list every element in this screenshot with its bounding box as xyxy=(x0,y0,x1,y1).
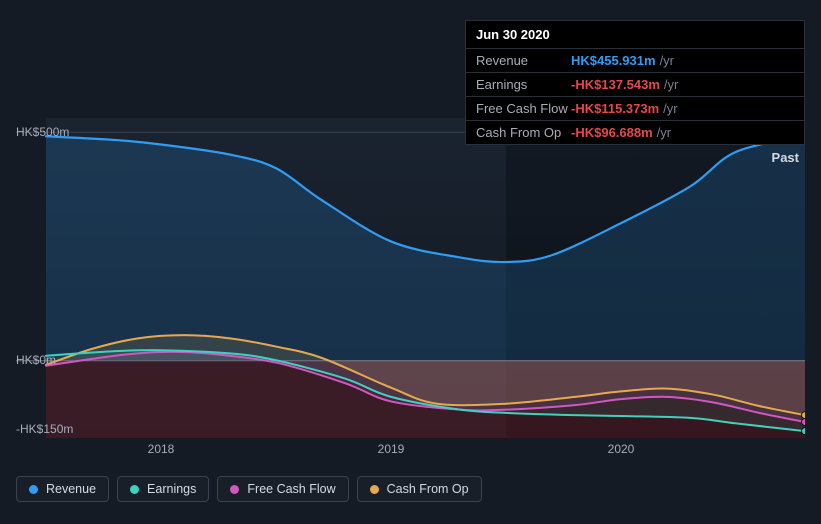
tooltip-value: -HK$96.688m xyxy=(571,125,653,140)
legend-label: Earnings xyxy=(147,482,196,496)
legend-item-revenue[interactable]: Revenue xyxy=(16,476,109,502)
legend: Revenue Earnings Free Cash Flow Cash Fro… xyxy=(16,476,805,502)
y-tick-label: -HK$150m xyxy=(16,422,73,436)
tooltip-row-revenue: Revenue HK$455.931m /yr xyxy=(466,49,804,73)
legend-item-fcf[interactable]: Free Cash Flow xyxy=(217,476,348,502)
x-tick-label: 2020 xyxy=(608,442,635,456)
chart-svg xyxy=(16,118,805,438)
x-tick-label: 2019 xyxy=(378,442,405,456)
tooltip-row-cfo: Cash From Op -HK$96.688m /yr xyxy=(466,121,804,144)
tooltip-unit: /yr xyxy=(664,77,678,92)
x-tick-label: 2018 xyxy=(148,442,175,456)
legend-label: Free Cash Flow xyxy=(247,482,335,496)
tooltip-row-fcf: Free Cash Flow -HK$115.373m /yr xyxy=(466,97,804,121)
y-tick-label: HK$500m xyxy=(16,125,69,139)
legend-label: Revenue xyxy=(46,482,96,496)
tooltip-row-earnings: Earnings -HK$137.543m /yr xyxy=(466,73,804,97)
tooltip-label: Earnings xyxy=(476,77,571,92)
legend-label: Cash From Op xyxy=(387,482,469,496)
plot-area[interactable]: HK$500m HK$0m -HK$150m Past xyxy=(16,118,805,438)
past-label: Past xyxy=(772,150,799,165)
tooltip-box: Jun 30 2020 Revenue HK$455.931m /yr Earn… xyxy=(465,20,805,145)
legend-dot xyxy=(130,485,139,494)
chart-container: HK$500m HK$0m -HK$150m Past 2018 2019 2020 R… xyxy=(16,118,805,502)
legend-dot xyxy=(230,485,239,494)
tooltip-unit: /yr xyxy=(660,53,674,68)
tooltip-value: HK$455.931m xyxy=(571,53,656,68)
tooltip-value: -HK$137.543m xyxy=(571,77,660,92)
legend-dot xyxy=(370,485,379,494)
legend-dot xyxy=(29,485,38,494)
tooltip-label: Free Cash Flow xyxy=(476,101,571,116)
tooltip-unit: /yr xyxy=(663,101,677,116)
tooltip-date: Jun 30 2020 xyxy=(466,21,804,49)
x-axis: 2018 2019 2020 xyxy=(16,440,805,462)
legend-item-earnings[interactable]: Earnings xyxy=(117,476,209,502)
tooltip-label: Cash From Op xyxy=(476,125,571,140)
y-tick-label: HK$0m xyxy=(16,353,56,367)
legend-item-cfo[interactable]: Cash From Op xyxy=(357,476,482,502)
tooltip-unit: /yr xyxy=(657,125,671,140)
tooltip-label: Revenue xyxy=(476,53,571,68)
tooltip-value: -HK$115.373m xyxy=(571,101,659,116)
